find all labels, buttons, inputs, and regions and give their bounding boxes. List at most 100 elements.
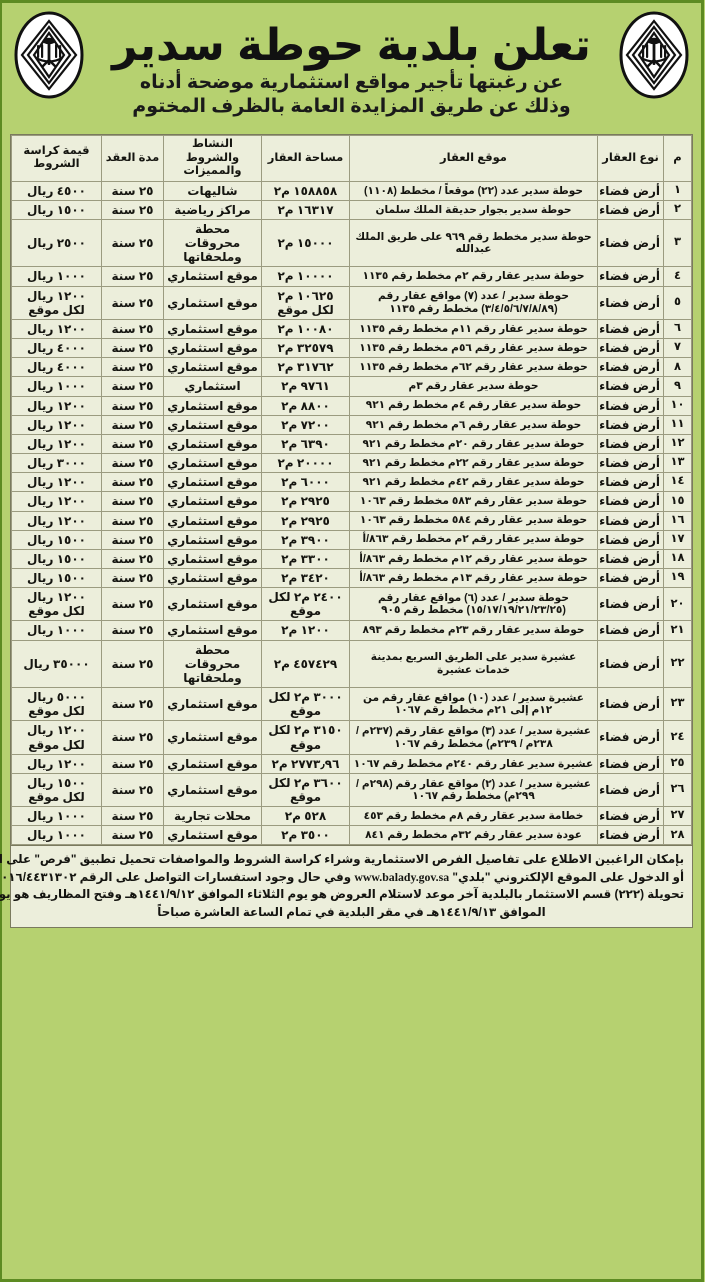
cell-area: ٥٢٨ م٢ — [262, 806, 351, 827]
cell-no: ١٠ — [664, 395, 693, 416]
cell-area: ٣٠٠٠ م٢ لكل موقع — [262, 687, 351, 722]
cell-no: ٥ — [664, 285, 693, 320]
cell-location: حوطة سدير مخطط رقم ٩٦٩ على طريق الملك عب… — [350, 218, 599, 268]
cell-no: ١١ — [664, 414, 693, 435]
cell-duration: ٢٥ سنة — [102, 720, 165, 755]
cell-fee: ١٥٠٠ ريال — [12, 548, 103, 569]
cell-duration: ٢٥ سنة — [102, 620, 165, 641]
cell-type: أرض فضاء — [598, 218, 665, 268]
cell-activity: موقع استثماري — [164, 510, 263, 531]
cell-location: حوطة سدير عقار رقم ٦م مخطط رقم ٩٢١ — [350, 414, 599, 435]
table-row: ٢٤ أرض فضاء عشيرة سدير / عدد (٣) مواقع عقا… — [12, 720, 693, 755]
cell-no: ٢٤ — [664, 720, 693, 755]
footer-notes: بإمكان الراغبين الاطلاع على تفاصيل الفرص… — [0, 846, 694, 929]
properties-table-container: م نوع العقار موقع العقار مساحة العقار ال… — [11, 134, 694, 847]
cell-type: أرض فضاء — [598, 772, 665, 808]
cell-no: ١٥ — [664, 491, 693, 512]
cell-area: ٤٥٧٤٢٩ م٢ — [262, 639, 351, 689]
table-row: ٢٦ أرض فضاء عشيرة سدير / عدد (٢) مواقع عقا… — [12, 772, 693, 808]
table-row: ٢٨ أرض فضاء عودة سدير عقار رقم ٣٢م مخطط رق… — [12, 825, 693, 846]
cell-type: أرض فضاء — [598, 639, 665, 689]
cell-location: حوطة سدير عدد (٢٢) موقعاً / مخطط (١١٠٨) — [350, 180, 599, 201]
column-header-fee: قيمة كراسة الشروط — [12, 135, 103, 182]
cell-type: أرض فضاء — [598, 510, 665, 531]
cell-no: ٧ — [664, 338, 693, 359]
cell-location: خطامة سدير عقار رقم ٨م مخطط رقم ٤٥٣ — [350, 806, 599, 827]
footer-line-3: تحويلة (٢٢٢) قسم الاستثمار بالبلدية آخر … — [0, 887, 685, 902]
cell-area: ٣٥٠٠ م٢ — [262, 825, 351, 846]
table-row: ١٠ أرض فضاء حوطة سدير عقار رقم ٤م مخطط رقم… — [12, 395, 693, 416]
cell-area: ١٥٨٨٥٨ م٢ — [262, 180, 351, 201]
cell-duration: ٢٥ سنة — [102, 318, 165, 340]
cell-duration: ٢٥ سنة — [102, 753, 165, 774]
cell-type: أرض فضاء — [598, 567, 665, 589]
cell-duration: ٢٥ سنة — [102, 548, 165, 569]
cell-area: ٢٩٢٥ م٢ — [262, 491, 351, 512]
cell-area: ١٠٠٨٠ م٢ — [262, 318, 351, 340]
cell-no: ١٣ — [664, 453, 693, 474]
cell-type: أرض فضاء — [598, 620, 665, 641]
cell-fee: ١٢٠٠ ريال لكل موقع — [12, 285, 103, 320]
cell-duration: ٢٥ سنة — [102, 433, 165, 455]
table-row: ١٦ أرض فضاء حوطة سدير عقار رقم ٥٨٤ مخطط رق… — [12, 510, 693, 531]
cell-activity: موقع استثماري — [164, 338, 263, 359]
cell-activity: موقع استثماري — [164, 453, 263, 474]
cell-area: ٢٩٢٥ م٢ — [262, 510, 351, 531]
cell-fee: ٣٠٠٠ ريال — [12, 453, 103, 474]
cell-area: ٢٠٠٠٠ م٢ — [262, 453, 351, 474]
table-row: ١٨ أرض فضاء حوطة سدير عقار رقم ١٢م مخطط رق… — [12, 548, 693, 569]
cell-area: ٨٨٠٠ م٢ — [262, 395, 351, 416]
cell-location: حوطة سدير عقار رقم ٢م مخطط رقم ٨٦٣/أ — [350, 529, 599, 550]
cell-no: ٢ — [664, 199, 693, 221]
cell-location: عشيرة سدير / عدد (٣) مواقع عقار رقم (٢٣٧… — [350, 720, 599, 755]
cell-fee: ١٢٠٠ ريال — [12, 433, 103, 455]
table-row: ٢٣ أرض فضاء عشيرة سدير / عدد (١٠) مواقع عق… — [12, 687, 693, 722]
table-row: ١٣ أرض فضاء حوطة سدير عقار رقم ٢٢م مخطط رق… — [12, 453, 693, 474]
table-header: م نوع العقار موقع العقار مساحة العقار ال… — [12, 135, 693, 182]
cell-duration: ٢٥ سنة — [102, 338, 165, 359]
cell-fee: ١٠٠٠ ريال — [12, 806, 103, 827]
cell-fee: ١٥٠٠ ريال — [12, 567, 103, 589]
footer-line-2-after: وفي حال وجود استفسارات التواصل على الرقم… — [2, 869, 353, 884]
cell-duration: ٢٥ سنة — [102, 218, 165, 268]
cell-duration: ٢٥ سنة — [102, 472, 165, 493]
cell-fee: ١٥٠٠ ريال — [12, 199, 103, 221]
table-row: ٤ أرض فضاء حوطة سدير عقار رقم ٢م مخطط رقم … — [12, 266, 693, 287]
cell-fee: ١٢٠٠ ريال — [12, 472, 103, 493]
cell-duration: ٢٥ سنة — [102, 453, 165, 474]
cell-no: ٨ — [664, 357, 693, 378]
cell-area: ١٠٦٢٥ م٢ لكل موقع — [262, 285, 351, 320]
cell-duration: ٢٥ سنة — [102, 529, 165, 550]
table-row: ١٩ أرض فضاء حوطة سدير عقار رقم ١٣م مخطط رق… — [12, 567, 693, 589]
cell-fee: ٥٠٠٠ ريال لكل موقع — [12, 687, 103, 722]
cell-activity: محلات تجارية — [164, 806, 263, 827]
cell-location: حوطة سدير عقار رقم ٤م مخطط رقم ٩٢١ — [350, 395, 599, 416]
cell-fee: ٤٥٠٠ ريال — [12, 180, 103, 201]
cell-activity: مراكز رياضية — [164, 199, 263, 221]
cell-fee: ١٢٠٠ ريال — [12, 510, 103, 531]
cell-activity: موقع استثماري — [164, 772, 263, 808]
cell-no: ٢٧ — [664, 806, 693, 827]
cell-location: عشيرة سدير / عدد (١٠) مواقع عقار رقم من … — [350, 687, 599, 722]
cell-no: ١٤ — [664, 472, 693, 493]
cell-activity: موقع استثماري — [164, 433, 263, 455]
table-row: ٢١ أرض فضاء حوطة سدير عقار رقم ٢٣م مخطط رق… — [12, 620, 693, 641]
balady-website-link[interactable]: www.balady.gov.sa — [355, 869, 451, 884]
cell-area: ١٠٠٠٠ م٢ — [262, 266, 351, 287]
cell-location: حوطة سدير عقار رقم ٥٨٣ مخطط رقم ١٠٦٣ — [350, 491, 599, 512]
cell-type: أرض فضاء — [598, 376, 665, 397]
page-title: تعلن بلدية حوطة سدير — [113, 20, 592, 70]
cell-no: ٤ — [664, 266, 693, 287]
cell-no: ٢٣ — [664, 687, 693, 722]
cell-duration: ٢٥ سنة — [102, 825, 165, 846]
table-row: ٦ أرض فضاء حوطة سدير عقار رقم ١١م مخطط رقم… — [12, 318, 693, 340]
column-header-activity: النشاط والشروط والمميزات — [164, 135, 263, 182]
cell-type: أرض فضاء — [598, 357, 665, 378]
cell-location: حوطة سدير عقار رقم ٣م — [350, 376, 599, 397]
cell-no: ٢٦ — [664, 772, 693, 808]
cell-no: ٢٥ — [664, 753, 693, 774]
cell-location: حوطة سدير عقار رقم ٢٠م مخطط رقم ٩٢١ — [350, 433, 599, 455]
cell-fee: ٢٥٠٠ ريال — [12, 218, 103, 268]
cell-activity: موقع استثماري — [164, 720, 263, 755]
cell-fee: ١٥٠٠ ريال — [12, 529, 103, 550]
